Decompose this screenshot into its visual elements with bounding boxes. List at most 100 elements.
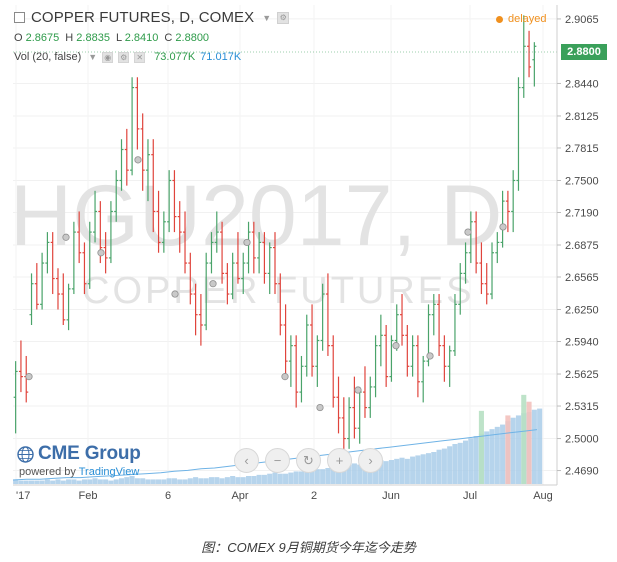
volume-bar [208, 477, 215, 484]
volume-bar [272, 472, 278, 484]
chevron-down-icon[interactable]: ▼ [88, 52, 98, 62]
time-tick-label: '17 [16, 490, 30, 502]
volume-bar [118, 478, 125, 484]
ohlc-bar [304, 314, 309, 377]
ohlc-bar [378, 314, 383, 367]
volume-bar [113, 479, 119, 484]
ohlc-bar [124, 128, 129, 186]
volume-bar [66, 479, 72, 484]
volume-bar [44, 479, 50, 484]
event-marker [316, 403, 324, 412]
volume-bar [341, 466, 347, 484]
ohlc-bar [463, 242, 468, 284]
eye-icon[interactable]: ◉ [102, 51, 114, 63]
ohlc-bar [511, 170, 516, 233]
ohlc-bar [527, 30, 532, 78]
volume-bar [473, 436, 479, 484]
chevron-down-icon[interactable]: ▼ [262, 12, 272, 23]
hide-series-icon[interactable] [14, 12, 25, 23]
volume-legend: Vol (20, false) ▼ ◉ ⚙ ✕ 73.077K 71.017K [14, 51, 241, 63]
volume-spike-bar [505, 415, 511, 484]
ohlc-bar [82, 242, 87, 295]
reset-chart-button[interactable]: ↻ [296, 448, 321, 473]
status-dot-icon [496, 15, 503, 23]
price-chart[interactable]: HGU2017, D COPPER FUTURES 2.90652.84402.… [0, 0, 617, 510]
volume-bar [240, 477, 246, 484]
high-label: H [65, 32, 74, 44]
settings-icon[interactable]: ⚙ [118, 51, 130, 63]
price-axis[interactable]: 2.9065 2.8440 2.8125 2.7815 2.7500 2.7190 2.68… [557, 14, 599, 478]
powered-by[interactable]: powered by TradingView [19, 466, 139, 478]
volume-bar [500, 424, 506, 484]
event-marker [209, 280, 217, 288]
ohlc-bar [18, 340, 23, 393]
ohlc-bar [299, 355, 304, 403]
chart-navigation: ‹ − ↻ + › [234, 448, 383, 473]
volume-bar [410, 456, 416, 484]
symbol-title[interactable]: COPPER FUTURES, D, COMEX [31, 9, 255, 26]
time-tick-label: Apr [231, 490, 248, 502]
event-marker [281, 373, 289, 381]
tradingview-link[interactable]: TradingView [78, 466, 140, 478]
volume-bar [283, 473, 289, 484]
time-axis[interactable]: '17 Feb 6 Apr 2 Jun Jul Aug [16, 490, 553, 502]
volume-bar [463, 440, 469, 484]
volume-bar [50, 480, 56, 484]
ohlc-bar [405, 325, 410, 377]
volume-value: 73.077K [154, 51, 196, 63]
volume-bar [335, 465, 342, 484]
volume-label[interactable]: Vol (20, false) [14, 51, 82, 63]
ohlc-bar [77, 211, 82, 264]
ohlc-bar [262, 232, 267, 284]
ohlc-bar [505, 190, 510, 233]
ohlc-bar [352, 376, 357, 439]
event-marker [171, 290, 179, 298]
ohlc-bar [156, 190, 161, 253]
zoom-out-button[interactable]: − [265, 448, 290, 473]
ohlc-bar [29, 273, 34, 325]
ohlc-bar [66, 283, 71, 331]
event-marker [97, 249, 105, 257]
volume-bar [140, 478, 146, 484]
low-value: 2.8410 [124, 32, 159, 44]
volume-bar [134, 478, 140, 484]
chart-area[interactable]: HGU2017, D COPPER FUTURES 2.9065 2.8440 2.… [0, 0, 617, 510]
ohlc-bars [13, 15, 537, 460]
zoom-in-button[interactable]: + [327, 448, 352, 473]
volume-bar [28, 480, 35, 484]
ohlc-bar [114, 170, 119, 222]
event-marker [426, 352, 434, 360]
volume-bar [277, 473, 283, 484]
ohlc-bar [167, 170, 172, 233]
open-label: O [14, 32, 23, 44]
ohlc-bar [135, 77, 140, 150]
scroll-left-button[interactable]: ‹ [234, 448, 259, 473]
ohlc-bar [384, 325, 389, 387]
ohlc-bar [273, 232, 277, 295]
price-tick-label: 2.5940 [565, 337, 599, 349]
time-tick-label: 6 [165, 490, 171, 502]
ohlc-bar [532, 42, 537, 87]
event-marker [25, 373, 33, 381]
volume-bar [510, 417, 516, 484]
settings-icon[interactable]: ⚙ [277, 11, 290, 24]
ohlc-bar [347, 397, 352, 449]
close-icon[interactable]: ✕ [134, 51, 146, 63]
volume-bar [357, 464, 363, 484]
ohlc-bar [87, 221, 92, 289]
volume-bar [235, 477, 241, 484]
cme-logo-text: CME Group [38, 443, 141, 464]
cme-logo[interactable]: CME Group [17, 443, 141, 465]
volume-bar [193, 477, 199, 484]
volume-bar [425, 453, 432, 484]
volume-bar [484, 431, 490, 484]
ohlc-bar [410, 335, 415, 377]
event-markers [25, 156, 507, 412]
ohlc-bar [55, 268, 60, 310]
figure-caption: 图：COMEX 9月铜期货今年迄今走势 [201, 540, 416, 555]
scroll-right-button[interactable]: › [358, 448, 383, 473]
ohlc-bar [172, 170, 177, 233]
ohlc-bar [50, 232, 55, 295]
ohlc-bar [368, 376, 373, 418]
volume-bar [92, 478, 98, 484]
